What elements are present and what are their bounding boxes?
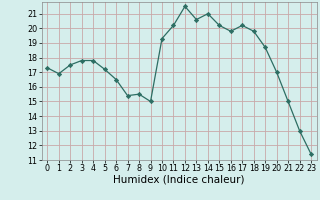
X-axis label: Humidex (Indice chaleur): Humidex (Indice chaleur): [114, 175, 245, 185]
